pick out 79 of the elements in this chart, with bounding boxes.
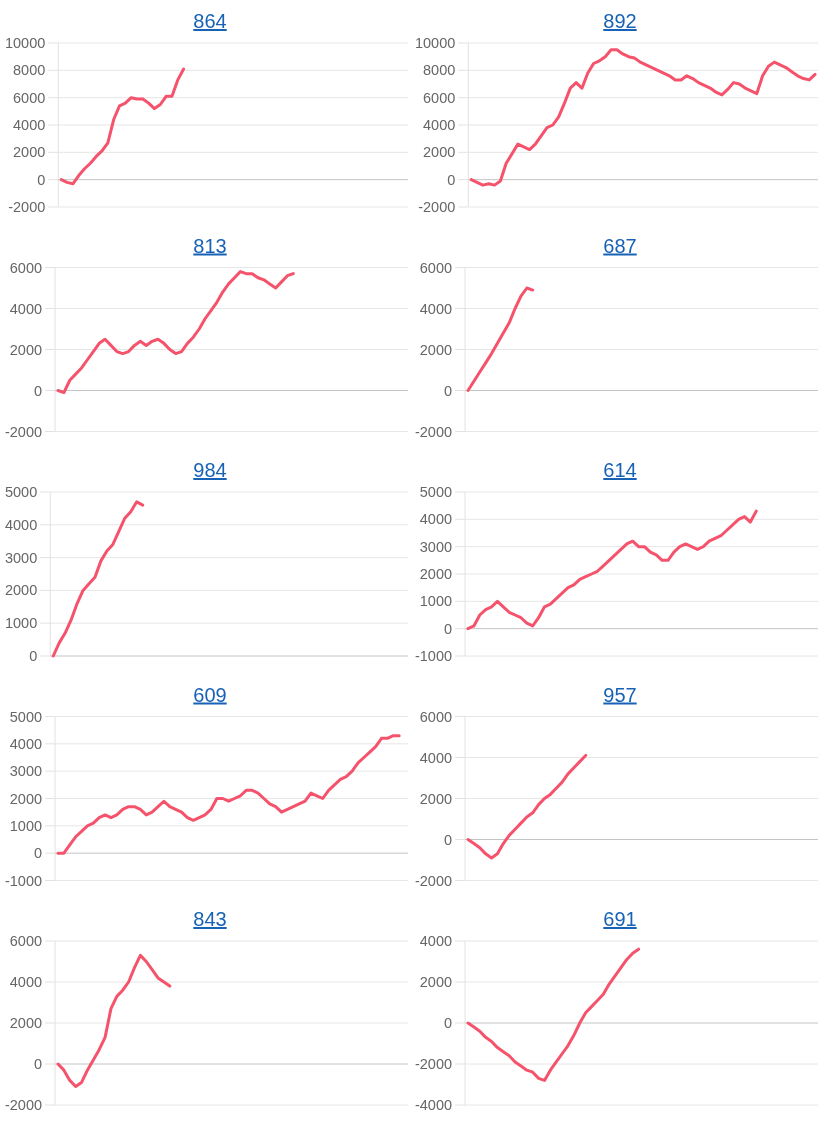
y-tick-label: 4000 [423, 117, 456, 134]
y-tick-label: 8000 [423, 62, 456, 79]
y-tick-label: 0 [29, 648, 38, 665]
y-tick-label: 3000 [4, 549, 38, 566]
line-series [56, 953, 172, 1089]
y-tick-label: 5000 [9, 708, 43, 725]
y-tick-label: 4000 [419, 511, 453, 528]
y-tick-label: -2000 [418, 199, 456, 216]
y-tick-label: 2000 [419, 566, 453, 583]
y-tick-label: 0 [444, 831, 453, 848]
line-series [466, 753, 588, 860]
y-tick-label: 6000 [13, 89, 46, 106]
y-tick-label: 2000 [9, 790, 43, 807]
y-tick-label: -4000 [414, 1097, 453, 1114]
y-tick-label: 6000 [9, 259, 43, 276]
chart-title: 614 [603, 459, 637, 481]
y-tick-label: 4000 [419, 933, 453, 950]
y-tick-label: 0 [447, 171, 456, 188]
y-tick-label: 4000 [4, 516, 38, 533]
y-tick-label: -2000 [4, 1097, 43, 1114]
y-tick-label: 5000 [419, 484, 453, 501]
y-tick-label: 1000 [4, 615, 38, 632]
chart-title: 691 [603, 908, 637, 930]
line-series [51, 500, 145, 658]
y-tick-label: -1000 [4, 872, 43, 889]
y-tick-label: 1000 [9, 817, 43, 834]
y-tick-label: 4000 [419, 300, 453, 317]
y-tick-label: 0 [34, 382, 43, 399]
y-tick-label: -2000 [414, 1056, 453, 1073]
y-tick-label: 3000 [9, 763, 43, 780]
y-tick-label: 2000 [9, 341, 43, 358]
y-tick-label: 5000 [4, 484, 38, 501]
y-tick-label: -2000 [8, 199, 46, 216]
y-tick-label: 4000 [9, 974, 43, 991]
y-tick-label: 2000 [4, 582, 38, 599]
y-tick-label: 6000 [419, 259, 453, 276]
y-tick-label: 6000 [423, 89, 456, 106]
y-tick-label: 4000 [9, 300, 43, 317]
chart-title: 687 [603, 234, 637, 257]
chart-title: 957 [603, 683, 637, 706]
y-tick-label: 2000 [423, 144, 456, 161]
y-tick-label: 10000 [414, 35, 456, 52]
line-series [466, 947, 641, 1082]
line-series [469, 48, 817, 187]
y-tick-label: 4000 [419, 749, 453, 766]
chart-title: 843 [193, 908, 227, 930]
line-series [56, 734, 401, 855]
line-series [466, 286, 535, 392]
y-tick-label: -1000 [414, 648, 453, 665]
y-tick-label: 0 [444, 620, 453, 637]
y-tick-label: 6000 [9, 933, 43, 950]
y-tick-label: 0 [444, 382, 453, 399]
y-tick-label: -2000 [4, 423, 43, 440]
y-tick-label: 4000 [13, 117, 46, 134]
line-series [59, 67, 186, 186]
y-tick-label: 0 [34, 845, 43, 862]
chart-title: 609 [193, 683, 227, 706]
y-tick-label: 10000 [4, 35, 46, 52]
y-tick-label: 2000 [419, 974, 453, 991]
y-tick-label: 1000 [419, 593, 453, 610]
chart-title: 892 [603, 10, 637, 32]
y-tick-label: 4000 [9, 735, 43, 752]
y-tick-label: 6000 [419, 708, 453, 725]
y-tick-label: 2000 [419, 341, 453, 358]
y-tick-label: 2000 [9, 1015, 43, 1032]
y-tick-label: 3000 [419, 538, 453, 555]
y-tick-label: 8000 [13, 62, 46, 79]
y-tick-label: 0 [444, 1015, 453, 1032]
line-series [56, 270, 295, 395]
y-tick-label: -2000 [414, 423, 453, 440]
y-tick-label: 0 [37, 171, 46, 188]
line-series [466, 509, 758, 631]
y-tick-label: 0 [34, 1056, 43, 1073]
y-tick-label: -2000 [414, 872, 453, 889]
y-tick-label: 2000 [13, 144, 46, 161]
y-tick-label: 2000 [419, 790, 453, 807]
chart-title: 813 [193, 234, 227, 257]
chart-title: 864 [193, 10, 227, 32]
chart-title: 984 [193, 459, 227, 481]
